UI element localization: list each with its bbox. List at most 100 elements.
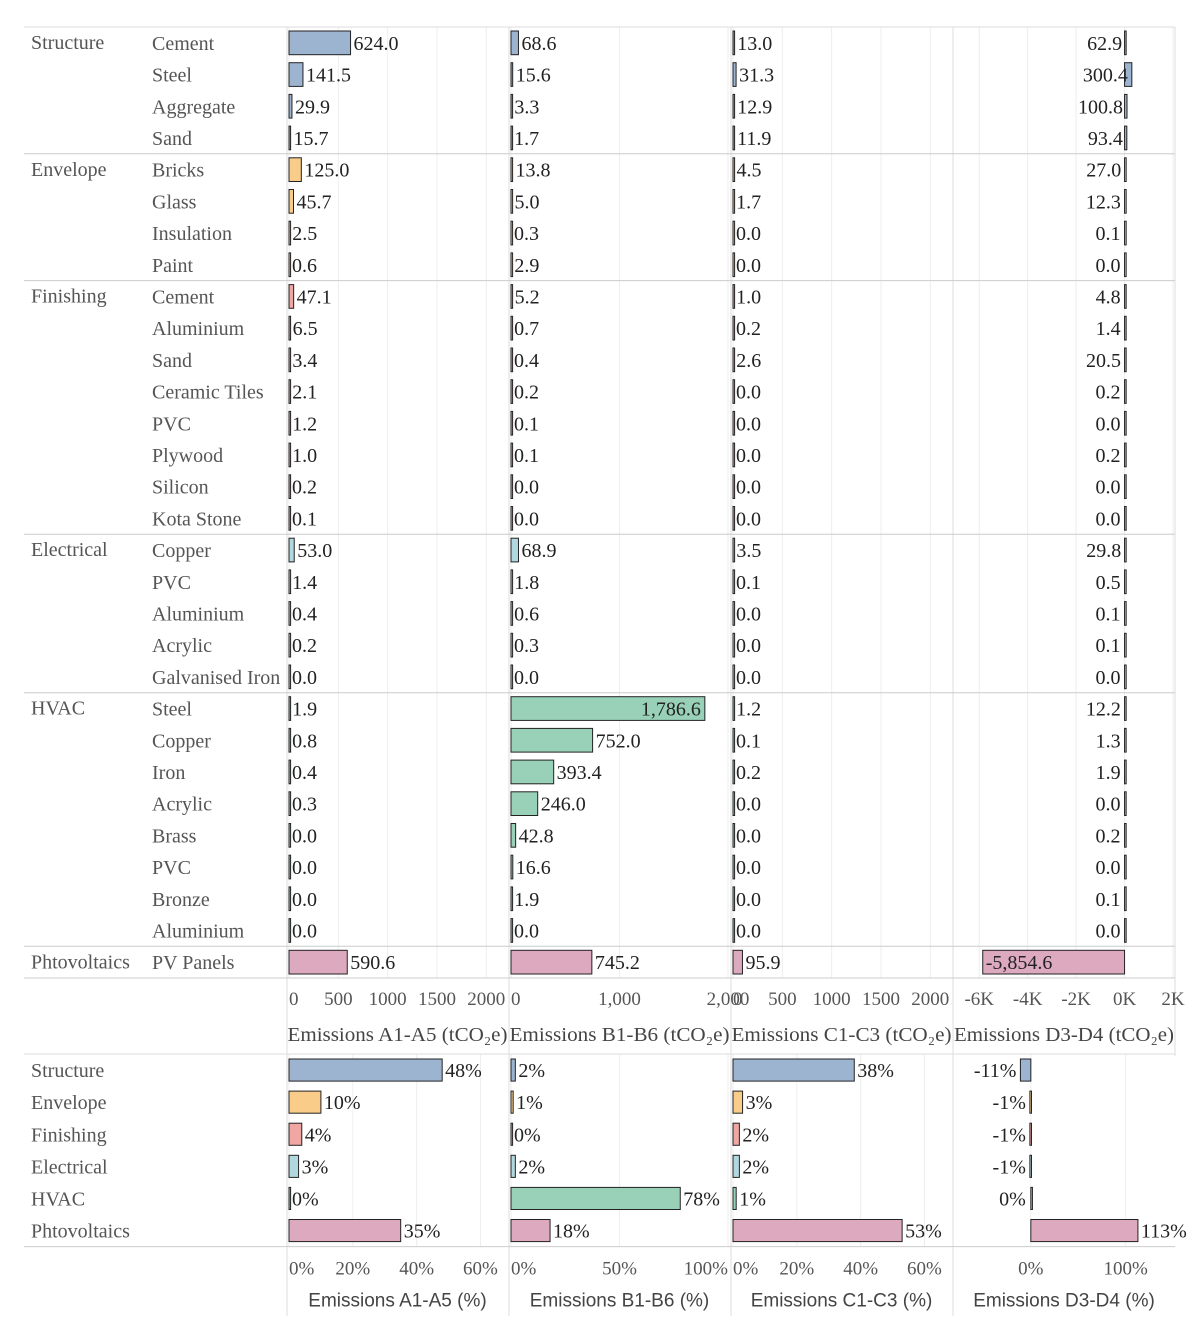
tick-label: -4K: [1013, 989, 1043, 1010]
value-label-d: 0.0: [1096, 667, 1121, 689]
bar-c: [732, 410, 736, 436]
bar-c: [732, 379, 736, 404]
value-label-c: 0.0: [736, 477, 761, 499]
category-label: Structure: [31, 1060, 104, 1082]
bar-b: [510, 886, 514, 912]
axis-title: Emissions B1-B6 (%): [530, 1291, 710, 1312]
value-label-d: 62.9: [1087, 33, 1122, 55]
material-label: Kota Stone: [152, 508, 242, 530]
share-bar-c: [732, 1186, 737, 1211]
category-label: Electrical: [31, 1156, 108, 1178]
value-label-d: 0.2: [1096, 825, 1121, 847]
share-bar-a: [288, 1219, 402, 1243]
bar-d: [1124, 632, 1127, 658]
axis-title: Emissions A1-A5 (%): [308, 1291, 486, 1312]
share-bar-d: [1029, 1122, 1032, 1146]
share-bar-c: [732, 1090, 744, 1114]
bar-a: [288, 284, 295, 309]
share-label-d: 0%: [999, 1188, 1026, 1210]
value-label-a: 1.2: [292, 413, 317, 435]
value-label-d: 29.8: [1086, 540, 1121, 562]
tick-label: 1000: [369, 989, 407, 1010]
share-label-a: 10%: [324, 1092, 361, 1114]
bar-a: [288, 949, 348, 975]
value-label-c: 0.2: [736, 762, 761, 784]
value-label-b: 1.9: [514, 889, 539, 911]
tick-label: 0: [733, 989, 743, 1010]
tick-label: 0K: [1113, 989, 1137, 1010]
bar-d: [1124, 220, 1127, 246]
bar-a: [288, 696, 292, 721]
axis-title: Emissions A1-A5 (tCO₂e): [288, 1024, 508, 1046]
material-label: PVC: [152, 857, 191, 879]
bar-b: [510, 30, 519, 56]
bar-d: [982, 949, 1126, 975]
share-label-c: 38%: [857, 1060, 894, 1082]
bar-d: [1124, 854, 1127, 880]
share-bar-b: [510, 1122, 514, 1146]
tick-label: 500: [768, 989, 797, 1010]
value-label-d: 0.0: [1096, 857, 1121, 879]
share-label-c: 53%: [905, 1221, 942, 1243]
share-bar-b: [510, 1219, 551, 1243]
tick-label: 1,000: [598, 989, 641, 1010]
value-label-a: 0.0: [292, 825, 317, 847]
material-label: Insulation: [152, 223, 232, 245]
value-label-b: 68.9: [521, 540, 556, 562]
value-label-d: -5,854.6: [986, 952, 1053, 974]
share-label-d: -11%: [974, 1060, 1017, 1082]
value-label-a: 47.1: [297, 286, 332, 308]
bar-b: [510, 189, 514, 214]
share-bar-c: [732, 1122, 740, 1146]
value-label-a: 141.5: [306, 65, 351, 87]
share-label-a: 4%: [305, 1124, 332, 1146]
share-label-c: 3%: [746, 1092, 773, 1114]
value-label-c: 0.0: [736, 920, 761, 942]
bar-a: [288, 347, 292, 373]
share-bar-a: [288, 1186, 292, 1211]
value-label-c: 12.9: [737, 96, 772, 118]
bar-c: [732, 284, 736, 309]
value-label-c: 4.5: [736, 160, 761, 182]
bar-d: [1124, 125, 1128, 151]
share-label-d: -1%: [993, 1092, 1026, 1114]
bar-d: [1124, 506, 1127, 531]
tick-label: 2000: [911, 989, 949, 1010]
bar-a: [288, 664, 292, 690]
tick-label: -2K: [1061, 989, 1091, 1010]
value-label-a: 624.0: [354, 33, 399, 55]
bar-b: [510, 823, 517, 848]
tick-label: 0%: [733, 1259, 759, 1280]
bar-b: [510, 727, 594, 753]
bar-d: [1124, 601, 1127, 626]
value-label-d: 1.3: [1096, 730, 1121, 752]
tick-label: 100%: [684, 1259, 729, 1280]
bar-a: [288, 791, 292, 816]
bar-c: [732, 220, 736, 246]
bar-c: [732, 664, 736, 690]
bar-c: [732, 886, 736, 912]
bar-a: [288, 62, 304, 87]
material-label: Galvanised Iron: [152, 667, 280, 689]
tick-label: 40%: [843, 1259, 878, 1280]
share-label-c: 1%: [739, 1188, 766, 1210]
value-label-a: 29.9: [295, 96, 330, 118]
value-label-d: 0.1: [1096, 223, 1121, 245]
bar-a: [288, 886, 292, 912]
value-label-c: 31.3: [739, 65, 774, 87]
value-label-c: 0.0: [736, 445, 761, 467]
bar-a: [288, 918, 292, 943]
value-label-a: 0.0: [292, 857, 317, 879]
value-label-a: 0.1: [292, 508, 317, 530]
value-label-b: 1,786.6: [641, 699, 701, 721]
bar-b: [510, 696, 706, 721]
bar-b: [510, 854, 514, 880]
value-label-a: 2.5: [292, 223, 317, 245]
bar-c: [732, 252, 736, 278]
share-label-d: -1%: [993, 1124, 1026, 1146]
bar-a: [288, 506, 292, 531]
bar-c: [732, 62, 737, 87]
bar-b: [510, 537, 519, 563]
value-label-c: 0.0: [736, 667, 761, 689]
share-bar-a: [288, 1090, 322, 1114]
